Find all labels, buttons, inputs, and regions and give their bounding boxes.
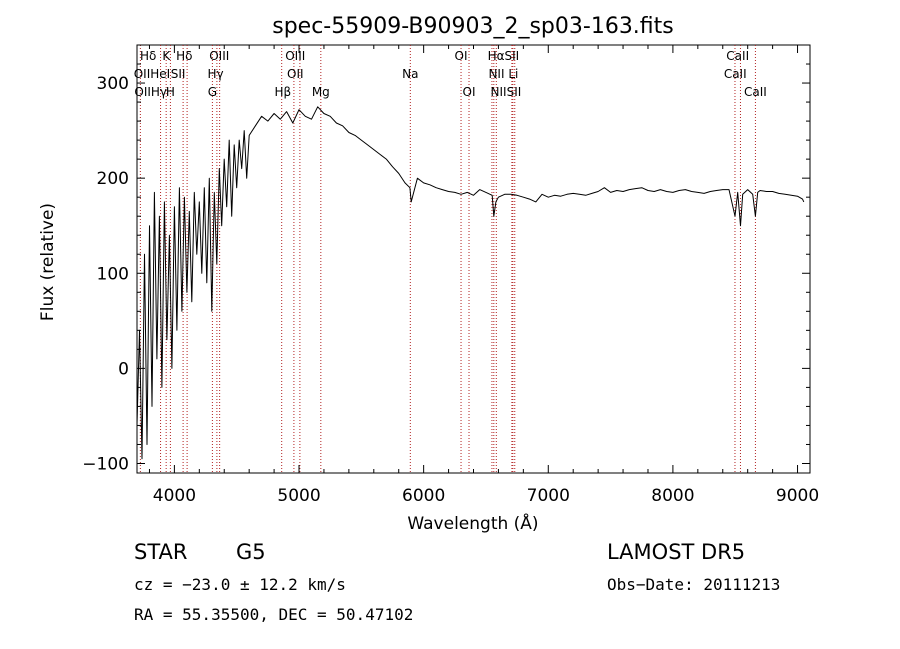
x-tick-label-0: 4000 [153, 486, 196, 506]
x-tick-label-5: 9000 [776, 486, 819, 506]
survey-name: LAMOST DR5 [607, 540, 746, 564]
line-label-19: Mg [312, 85, 330, 99]
line-label-16: H [166, 85, 175, 99]
x-tick-label-2: 6000 [402, 486, 445, 506]
line-label-11: OII [287, 67, 304, 81]
line-label-1: K [162, 49, 171, 63]
plot-frame [136, 44, 811, 474]
object-subclass: G5 [236, 540, 266, 564]
line-label-12: Na [402, 67, 418, 81]
line-label-17: G [208, 85, 217, 99]
object-class: STAR [134, 540, 188, 564]
y-tick-label-2: 100 [97, 264, 129, 284]
line-label-20: OI [463, 85, 476, 99]
line-label-15: OIIHγ [134, 85, 167, 99]
y-axis-ticks: −100 0 100 200 300 [82, 44, 810, 474]
line-label-13: NII Li [488, 67, 518, 81]
line-label-2: Hδ [176, 49, 192, 63]
observation-date: Obs−Date: 20111213 [607, 575, 781, 594]
line-label-0: Hδ [140, 49, 156, 63]
line-label-14: CaII [724, 67, 747, 81]
line-label-18: Hβ [274, 85, 291, 99]
spectrum-series [136, 106, 805, 460]
y-tick-label-4: 300 [97, 74, 129, 94]
line-label-3: OIII [209, 49, 229, 63]
x-axis-label: Wavelength (Å) [407, 512, 538, 534]
x-tick-label-1: 5000 [277, 486, 320, 506]
spectrum-line-0 [136, 106, 805, 460]
line-label-5: OI [455, 49, 468, 63]
line-label-21: NIISII [491, 85, 522, 99]
line-label-10: Hγ [207, 67, 223, 81]
line-label-4: OIII [285, 49, 305, 63]
x-axis-ticks: 4000 5000 6000 7000 8000 9000 [148, 45, 819, 506]
x-tick-label-4: 8000 [651, 486, 694, 506]
y-tick-label-0: −100 [82, 454, 129, 474]
line-label-9: SII [171, 67, 186, 81]
line-label-22: CaII [744, 85, 767, 99]
chart-title: spec-55909-B90903_2_sp03-163.fits [272, 14, 674, 39]
y-tick-label-1: 0 [118, 359, 129, 379]
redshift-cz: cz = −23.0 ± 12.2 km/s [134, 575, 346, 594]
x-tick-label-3: 7000 [527, 486, 570, 506]
coordinates: RA = 55.35500, DEC = 50.47102 [134, 605, 414, 624]
line-label-7: CaII [726, 49, 749, 63]
line-labels: Hδ K Hδ OIII OIII OI HαSII CaII OIIHeI SII Hγ OII Na… [134, 49, 767, 99]
line-label-6: HαSII [488, 49, 520, 63]
line-label-8: OIIHeI [134, 67, 170, 81]
y-tick-label-3: 200 [97, 169, 129, 189]
line-markers [139, 45, 756, 473]
y-axis-label: Flux (relative) [38, 203, 58, 321]
